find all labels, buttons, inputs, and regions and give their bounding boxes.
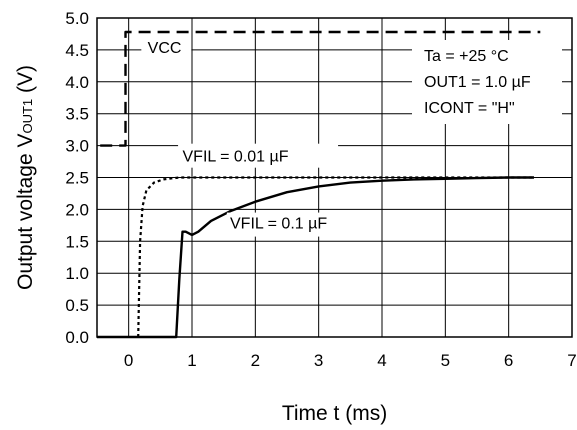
series-label: VCC — [148, 40, 182, 57]
y-tick-label: 3.5 — [65, 105, 89, 124]
condition-temperature: Ta = +25 °C — [424, 48, 509, 65]
condition-out1: OUT1 = 1.0 µF — [424, 74, 531, 91]
x-tick-labels: 0 1 2 3 4 5 6 7 — [124, 351, 577, 370]
y-tick-label: 1.5 — [65, 232, 89, 251]
x-tick-label: 2 — [251, 351, 260, 370]
series-layer: VCC VFIL = 0.01 µF VFIL = 0.1 µF — [97, 30, 541, 339]
y-tick-label: 1.0 — [65, 264, 89, 283]
y-tick-label: 4.0 — [65, 73, 89, 92]
conditions-box — [412, 40, 562, 124]
series-label-background — [226, 212, 349, 237]
y-axis-label-sub: OUT1 — [20, 99, 35, 134]
series-line-2 — [97, 176, 534, 339]
y-tick-label: 0.0 — [65, 328, 89, 347]
y-tick-label: 2.0 — [65, 200, 89, 219]
y-tick-label: 4.5 — [65, 41, 89, 60]
y-axis-label-main: Output voltage V — [14, 134, 37, 290]
x-tick-label: 7 — [567, 351, 576, 370]
y-tick-label: 2.5 — [65, 169, 89, 188]
y-tick-labels: 0.0 0.5 1.0 1.5 2.0 2.5 3.0 3.5 4.0 4.5 5.0 — [65, 9, 89, 347]
y-axis-label-unit: (V) — [14, 65, 37, 99]
x-tick-label: 1 — [187, 351, 196, 370]
annotations: Ta = +25 °C OUT1 = 1.0 µF ICONT = "H" — [412, 40, 562, 124]
x-tick-label: 3 — [314, 351, 323, 370]
y-tick-label: 3.0 — [65, 137, 89, 156]
series-label: VFIL = 0.1 µF — [230, 216, 327, 233]
x-tick-label: 5 — [441, 351, 450, 370]
y-axis-label: Output voltage VOUT1 (V) — [14, 65, 37, 290]
series-line-0 — [100, 30, 541, 147]
x-tick-label: 4 — [377, 351, 386, 370]
x-tick-label: 6 — [504, 351, 513, 370]
x-tick-label: 0 — [124, 351, 133, 370]
series-line-1 — [137, 176, 534, 338]
plot-frame — [96, 17, 573, 338]
condition-icont: ICONT = "H" — [424, 100, 515, 117]
y-tick-label: 0.5 — [65, 296, 89, 315]
y-tick-label: 5.0 — [65, 9, 89, 28]
series-label-background — [178, 143, 339, 168]
series-label: VFIL = 0.01 µF — [183, 149, 289, 166]
series-label-background — [141, 35, 192, 60]
x-axis-label: Time t (ms) — [282, 402, 387, 425]
